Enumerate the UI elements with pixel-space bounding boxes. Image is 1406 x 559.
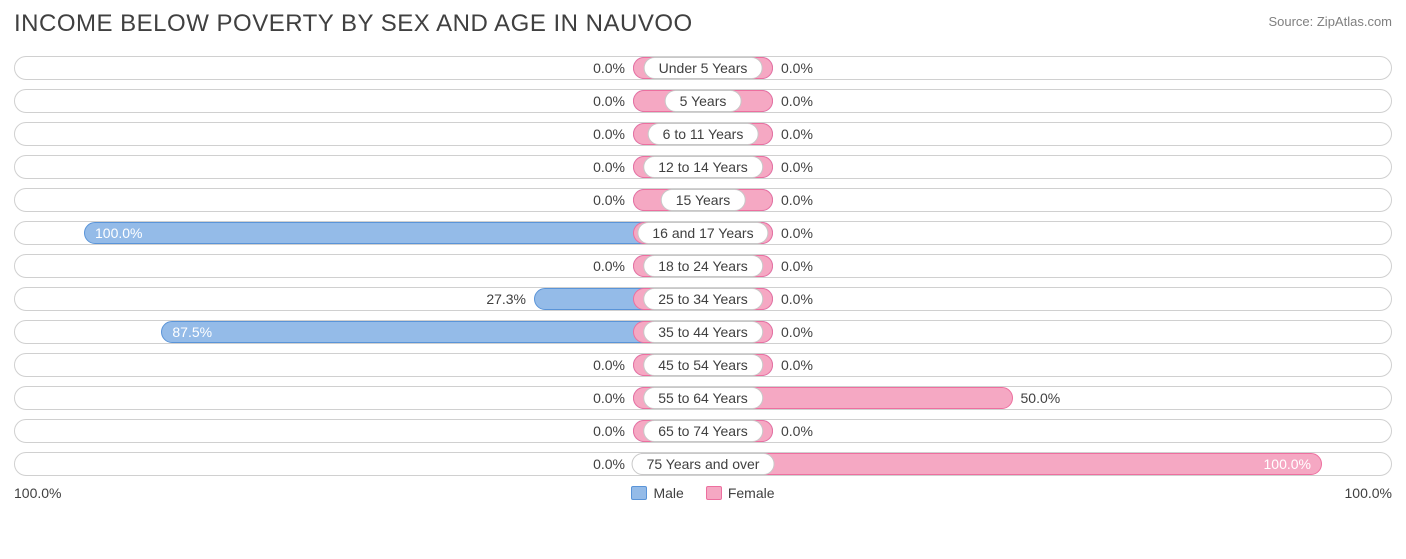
male-value-label: 0.0%	[593, 192, 625, 208]
category-label: Under 5 Years	[644, 57, 763, 79]
diverging-bar-chart: 0.0%0.0%Under 5 Years0.0%0.0%5 Years0.0%…	[14, 56, 1392, 476]
female-half: 0.0%	[703, 288, 1391, 310]
category-label: 65 to 74 Years	[643, 420, 763, 442]
male-value-label: 87.5%	[172, 324, 212, 340]
male-half: 0.0%	[15, 255, 703, 277]
chart-row: 0.0% 0.0% 45 to 54 Years	[14, 353, 1392, 377]
female-half: 0.0%	[703, 189, 1391, 211]
chart-title: INCOME BELOW POVERTY BY SEX AND AGE IN N…	[14, 10, 693, 38]
chart-row: 0.0% 0.0% 5 Years	[14, 89, 1392, 113]
female-swatch	[706, 486, 722, 500]
male-half: 87.5%	[15, 321, 703, 343]
male-half: 0.0%	[15, 387, 703, 409]
male-value-label: 0.0%	[593, 93, 625, 109]
chart-row: 87.5% 0.0% 35 to 44 Years	[14, 320, 1392, 344]
legend-label-male: Male	[653, 485, 683, 501]
female-half: 0.0%	[703, 354, 1391, 376]
female-half: 0.0%	[703, 156, 1391, 178]
male-value-label: 0.0%	[593, 357, 625, 373]
female-value-label: 0.0%	[781, 291, 813, 307]
chart-header: INCOME BELOW POVERTY BY SEX AND AGE IN N…	[14, 10, 1392, 38]
chart-footer: 100.0% Male Female 100.0%	[14, 485, 1392, 501]
chart-row: 100.0% 0.0% 16 and 17 Years	[14, 221, 1392, 245]
legend-item-male: Male	[631, 485, 683, 501]
axis-right-max: 100.0%	[1345, 485, 1392, 501]
female-half: 0.0%	[703, 123, 1391, 145]
category-label: 6 to 11 Years	[648, 123, 759, 145]
category-label: 18 to 24 Years	[643, 255, 763, 277]
female-value-label: 0.0%	[781, 423, 813, 439]
chart-row: 0.0% 0.0% 18 to 24 Years	[14, 254, 1392, 278]
male-value-label: 27.3%	[486, 291, 526, 307]
category-label: 75 Years and over	[632, 453, 775, 475]
male-half: 0.0%	[15, 420, 703, 442]
female-value-label: 0.0%	[781, 225, 813, 241]
female-value-label: 0.0%	[781, 126, 813, 142]
male-value-label: 0.0%	[593, 60, 625, 76]
male-half: 0.0%	[15, 57, 703, 79]
female-half: 0.0%	[703, 321, 1391, 343]
category-label: 35 to 44 Years	[643, 321, 763, 343]
male-half: 27.3%	[15, 288, 703, 310]
female-half: 0.0%	[703, 255, 1391, 277]
chart-row: 0.0% 0.0% 15 Years	[14, 188, 1392, 212]
female-half: 0.0%	[703, 222, 1391, 244]
legend-label-female: Female	[728, 485, 775, 501]
female-value-label: 0.0%	[781, 60, 813, 76]
axis-left-max: 100.0%	[14, 485, 61, 501]
chart-row: 27.3% 0.0% 25 to 34 Years	[14, 287, 1392, 311]
female-half: 0.0%	[703, 420, 1391, 442]
female-value-label: 0.0%	[781, 258, 813, 274]
legend-item-female: Female	[706, 485, 775, 501]
male-half: 0.0%	[15, 123, 703, 145]
category-label: 16 and 17 Years	[637, 222, 768, 244]
female-value-label: 0.0%	[781, 93, 813, 109]
female-value-label: 0.0%	[781, 192, 813, 208]
male-value-label: 0.0%	[593, 423, 625, 439]
legend: Male Female	[631, 485, 774, 501]
male-half: 100.0%	[15, 222, 703, 244]
category-label: 55 to 64 Years	[643, 387, 763, 409]
male-value-label: 0.0%	[593, 159, 625, 175]
male-value-label: 0.0%	[593, 126, 625, 142]
category-label: 45 to 54 Years	[643, 354, 763, 376]
male-half: 0.0%	[15, 189, 703, 211]
chart-row: 0.0% 0.0% 6 to 11 Years	[14, 122, 1392, 146]
female-value-label: 100.0%	[1264, 456, 1311, 472]
male-value-label: 100.0%	[95, 225, 142, 241]
male-half: 0.0%	[15, 90, 703, 112]
female-half: 0.0%	[703, 90, 1391, 112]
male-value-label: 0.0%	[593, 456, 625, 472]
female-value-label: 50.0%	[1021, 390, 1061, 406]
chart-row: 0.0% 0.0% Under 5 Years	[14, 56, 1392, 80]
female-value-label: 0.0%	[781, 357, 813, 373]
male-value-label: 0.0%	[593, 390, 625, 406]
female-half: 100.0%	[703, 453, 1391, 475]
male-half: 0.0%	[15, 453, 703, 475]
female-half: 0.0%	[703, 57, 1391, 79]
male-half: 0.0%	[15, 354, 703, 376]
category-label: 5 Years	[665, 90, 742, 112]
chart-source: Source: ZipAtlas.com	[1268, 14, 1392, 29]
category-label: 15 Years	[661, 189, 746, 211]
male-swatch	[631, 486, 647, 500]
female-half: 50.0%	[703, 387, 1391, 409]
chart-row: 0.0% 100.0% 75 Years and over	[14, 452, 1392, 476]
male-value-label: 0.0%	[593, 258, 625, 274]
category-label: 25 to 34 Years	[643, 288, 763, 310]
chart-row: 0.0% 0.0% 12 to 14 Years	[14, 155, 1392, 179]
female-value-label: 0.0%	[781, 324, 813, 340]
chart-row: 0.0% 50.0% 55 to 64 Years	[14, 386, 1392, 410]
male-half: 0.0%	[15, 156, 703, 178]
category-label: 12 to 14 Years	[643, 156, 763, 178]
female-value-label: 0.0%	[781, 159, 813, 175]
chart-row: 0.0% 0.0% 65 to 74 Years	[14, 419, 1392, 443]
